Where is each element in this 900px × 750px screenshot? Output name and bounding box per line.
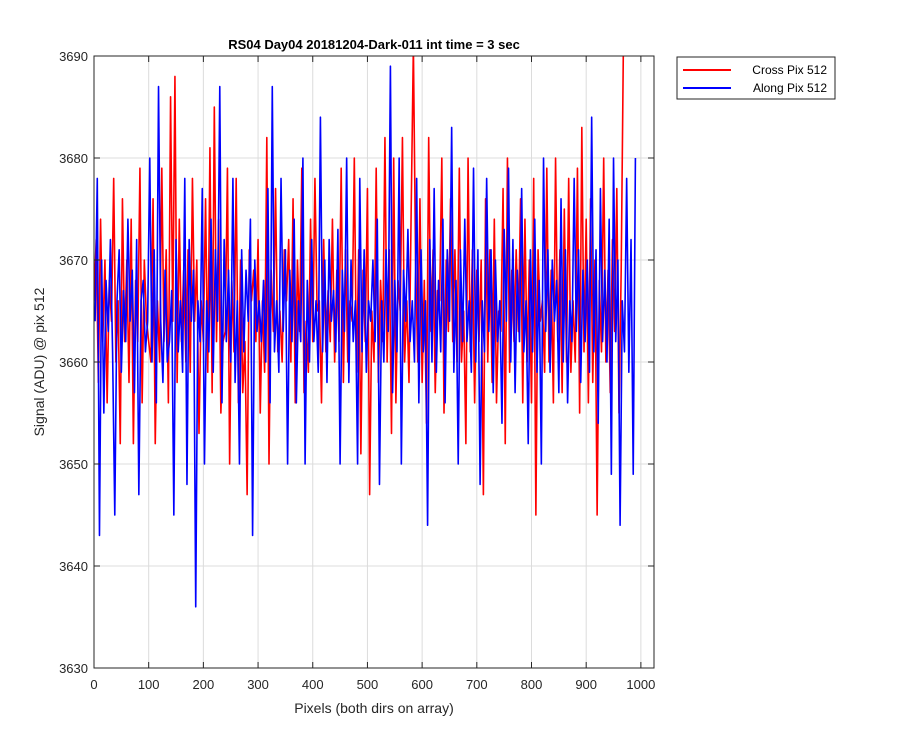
legend-label-cross-pix: Cross Pix 512 (752, 63, 827, 77)
x-axis-label: Pixels (both dirs on array) (294, 700, 454, 716)
legend-label-along-pix: Along Pix 512 (753, 81, 827, 95)
x-tick-label: 0 (90, 677, 97, 692)
x-tick-label: 900 (575, 677, 597, 692)
y-axis-label: Signal (ADU) @ pix 512 (31, 287, 47, 436)
x-tick-label: 200 (193, 677, 215, 692)
legend: Cross Pix 512 Along Pix 512 (676, 56, 836, 100)
series-layer (94, 56, 637, 608)
legend-box (676, 56, 836, 100)
x-tick-label: 1000 (626, 677, 655, 692)
chart-title: RS04 Day04 20181204-Dark-011 int time = … (228, 37, 520, 52)
y-tick-label: 3650 (59, 457, 88, 472)
y-tick-label: 3670 (59, 253, 88, 268)
x-tick-label: 300 (247, 677, 269, 692)
y-tick-label: 3640 (59, 559, 88, 574)
y-tick-label: 3680 (59, 151, 88, 166)
x-tick-label: 700 (466, 677, 488, 692)
x-tick-label: 500 (357, 677, 379, 692)
y-tick-label: 3690 (59, 49, 88, 64)
x-tick-label: 800 (521, 677, 543, 692)
x-tick-label: 400 (302, 677, 324, 692)
y-tick-label: 3630 (59, 661, 88, 676)
y-tick-label: 3660 (59, 355, 88, 370)
x-tick-label: 100 (138, 677, 160, 692)
x-tick-label: 600 (411, 677, 433, 692)
series-line-along-pix (94, 65, 637, 608)
ticks: 0 100 200 300 400 500 600 700 800 900 1000 3630 3640… (59, 49, 655, 692)
